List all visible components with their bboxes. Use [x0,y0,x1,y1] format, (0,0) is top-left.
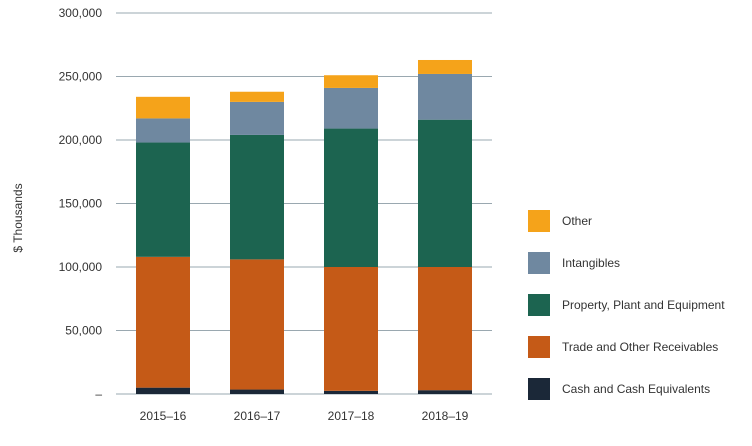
x-tick-label: 2015–16 [140,409,187,423]
bar-segment [324,87,378,129]
y-tick-label: 100,000 [59,260,103,274]
legend-swatch [528,336,550,358]
bar-segment [324,75,378,88]
bar-segment [230,259,284,390]
bar-segment [230,91,284,102]
bar-segment [418,73,472,120]
legend: Other Intangibles Property, Plant and Equi… [528,210,725,400]
x-tick-label: 2017–18 [328,409,375,423]
bar-segment [136,256,190,388]
bar-segment [418,267,472,391]
legend-label: Trade and Other Receivables [562,340,718,354]
legend-label: Other [562,214,592,228]
bars [136,59,472,394]
legend-swatch [528,210,550,232]
legend-swatch [528,294,550,316]
y-tick-label: – [95,387,102,401]
legend-label: Intangibles [562,256,620,270]
y-axis-label: $ Thousands [11,183,25,252]
bar-segment [136,142,190,257]
bar-segment [230,389,284,394]
y-tick-label: 150,000 [59,197,103,211]
y-tick-label: 250,000 [59,70,103,84]
legend-swatch [528,378,550,400]
x-tick-label: 2016–17 [234,409,281,423]
bar-segment [418,59,472,74]
legend-label: Cash and Cash Equivalents [562,382,710,396]
legend-label: Property, Plant and Equipment [562,298,725,312]
y-tick-label: 50,000 [65,324,102,338]
bar-segment [136,118,190,143]
x-tick-label: 2018–19 [422,409,469,423]
legend-swatch [528,252,550,274]
y-tick-label: 300,000 [59,6,103,20]
y-axis-ticks: – 50,000 100,000 150,000 200,000 250,000 300,0… [59,6,103,401]
bar-segment [324,267,378,391]
bar-segment [324,390,378,394]
bar-segment [230,101,284,135]
bar-segment [418,119,472,268]
x-axis-ticks: 2015–16 2016–17 2017–18 2018–19 [140,409,469,423]
bar-segment [230,134,284,260]
y-tick-label: 200,000 [59,133,103,147]
bar-segment [324,128,378,267]
bar-segment [418,390,472,394]
bar-segment [136,96,190,119]
bar-segment [136,387,190,394]
